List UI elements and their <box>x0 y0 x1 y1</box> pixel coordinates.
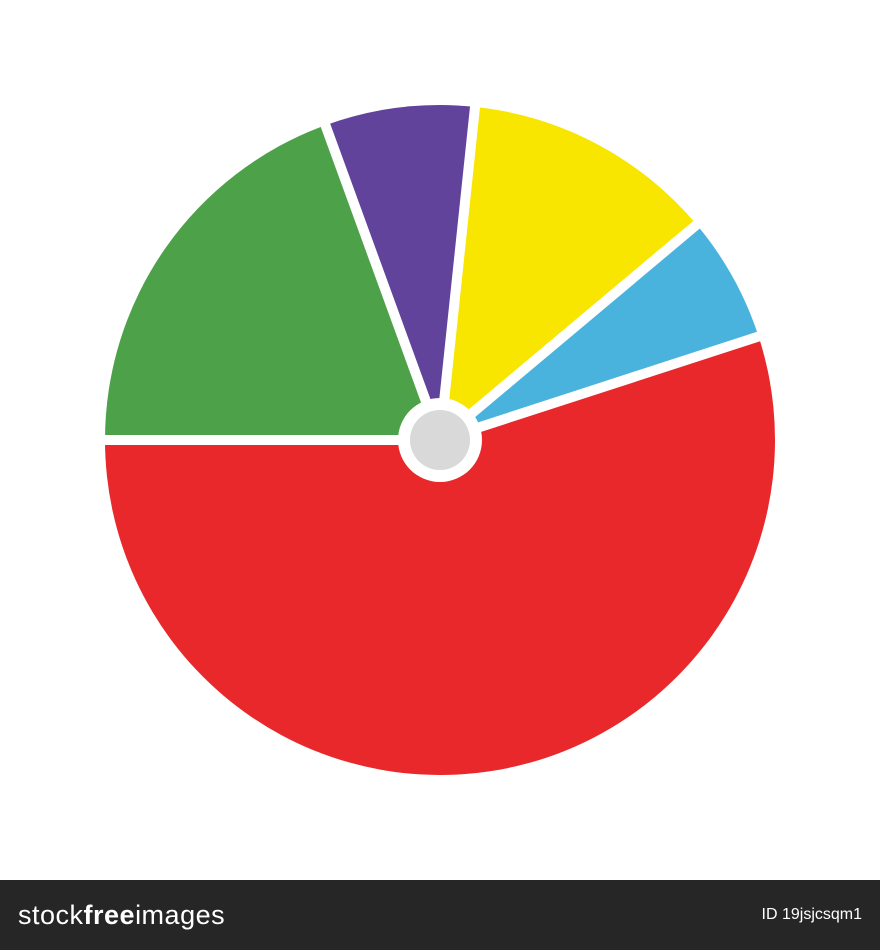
image-id-label: ID 19jsjcsqm1 <box>762 907 862 923</box>
brand-wordmark: stockfreeimages <box>18 902 225 929</box>
brand-part-images: images <box>135 900 225 930</box>
brand-part-stock: stock <box>18 900 84 930</box>
footer-bar: stockfreeimages ID 19jsjcsqm1 <box>0 880 880 950</box>
pie-chart <box>0 0 880 880</box>
pie-hub <box>410 410 470 470</box>
brand-part-free: free <box>84 900 136 930</box>
pie-chart-svg <box>0 0 880 880</box>
canvas: stockfreeimages ID 19jsjcsqm1 <box>0 0 880 950</box>
